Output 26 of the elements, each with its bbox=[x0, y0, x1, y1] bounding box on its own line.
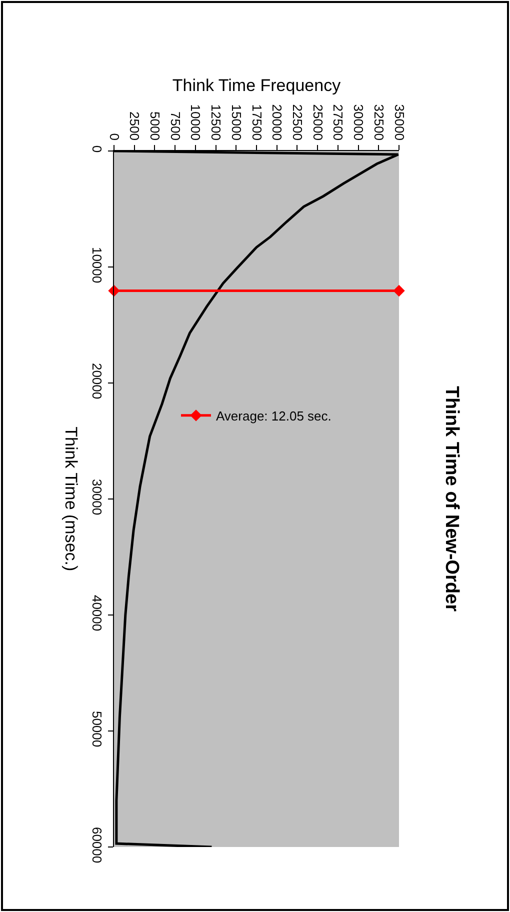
y-tick-label: 0 bbox=[89, 145, 104, 153]
x-tick-label: 12500 bbox=[208, 104, 224, 140]
x-tick-label: 27500 bbox=[330, 104, 346, 140]
x-tick-label: 17500 bbox=[249, 104, 264, 140]
x-tick-label: 25000 bbox=[310, 104, 326, 140]
y-tick-label: 30000 bbox=[89, 478, 104, 516]
x-axis-title: Think Time Frequency bbox=[172, 76, 342, 95]
legend-label: Average: 12.05 sec. bbox=[216, 408, 332, 424]
x-tick-label: 30000 bbox=[351, 104, 366, 140]
y-tick-label: 60000 bbox=[89, 826, 104, 864]
y-tick-label: 50000 bbox=[89, 710, 104, 748]
x-tick-label: 5000 bbox=[147, 112, 162, 140]
x-tick-label: 10000 bbox=[188, 104, 204, 140]
x-tick-label: 7500 bbox=[168, 112, 183, 140]
x-tick-label: 35000 bbox=[392, 104, 407, 140]
text: Think Time of New-Order bbox=[441, 386, 462, 612]
y-tick-label: 10000 bbox=[89, 246, 104, 284]
x-tick-label: 32500 bbox=[371, 104, 386, 140]
x-tick-label: 15000 bbox=[228, 104, 244, 140]
y-axis-title: Think Time (msec.) bbox=[61, 426, 80, 572]
x-tick-label: 2500 bbox=[127, 112, 142, 140]
x-tick-label: 0 bbox=[106, 133, 122, 140]
y-tick-label: 20000 bbox=[89, 362, 104, 400]
y-tick-label: 40000 bbox=[89, 594, 104, 632]
x-tick-label: 22500 bbox=[290, 104, 305, 140]
x-tick-label: 20000 bbox=[270, 104, 285, 140]
